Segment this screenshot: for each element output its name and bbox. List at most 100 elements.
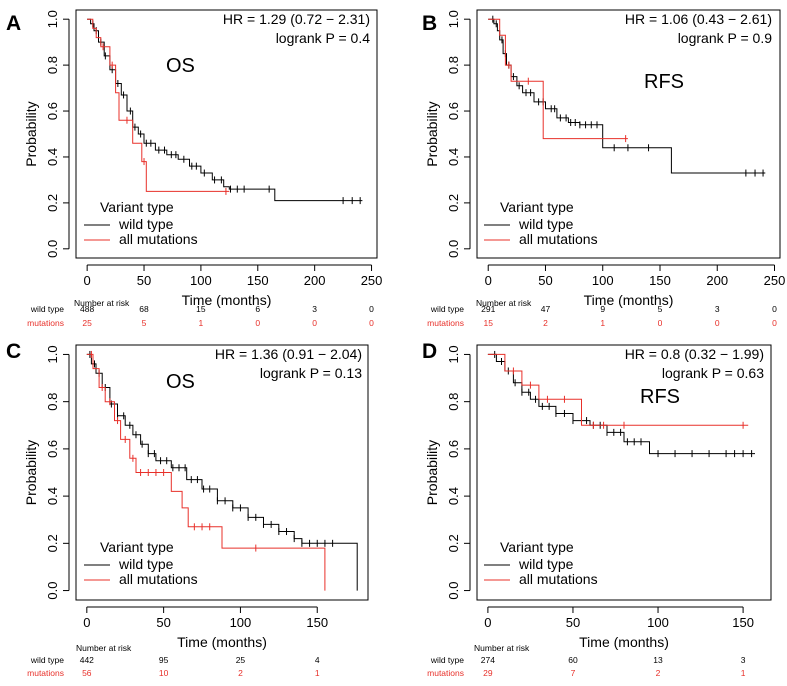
km-curve-all-mutations <box>87 18 230 192</box>
endpoint-label: RFS <box>640 386 680 408</box>
y-tick-label: 0.4 <box>45 487 60 505</box>
risk-value: 4 <box>315 655 320 665</box>
risk-value: 5 <box>658 304 663 314</box>
y-tick-label: 0.0 <box>45 240 60 258</box>
legend-title: Variant type <box>100 539 174 555</box>
risk-value: 488 <box>80 304 94 314</box>
risk-table-header: Number at risk <box>476 298 532 308</box>
y-tick-label: 0.8 <box>446 56 461 74</box>
y-tick-label: 0.6 <box>446 440 461 458</box>
x-tick-label: 100 <box>230 615 252 630</box>
risk-value: 13 <box>653 655 663 665</box>
legend-entry: all mutations <box>119 231 198 247</box>
risk-value: 6 <box>255 304 260 314</box>
legend-title: Variant type <box>500 199 574 215</box>
x-tick-label: 100 <box>592 273 614 288</box>
hazard-ratio-annotation: HR = 1.06 (0.43 − 2.61) <box>625 11 772 27</box>
panel-d: D RFS HR = 0.8 (0.32 − 1.99) logrank P = 0.… <box>422 340 772 678</box>
x-tick-label: 0 <box>83 615 90 630</box>
y-tick-label: 0.2 <box>446 534 461 552</box>
endpoint-label: RFS <box>644 71 684 93</box>
risk-value: 56 <box>82 668 92 678</box>
panel-letter: D <box>422 340 437 363</box>
x-tick-label: 0 <box>484 615 491 630</box>
risk-value: 1 <box>199 318 204 328</box>
risk-value: 60 <box>568 655 578 665</box>
risk-value: 0 <box>772 318 777 328</box>
risk-value: 0 <box>658 318 663 328</box>
risk-row-label: mutations <box>427 668 464 678</box>
risk-table-header: Number at risk <box>74 298 130 308</box>
y-tick-label: 0.2 <box>45 194 60 212</box>
panel-c: C OS HR = 1.36 (0.91 − 2.04) logrank P = 0.… <box>6 340 369 678</box>
y-tick-label: 0.0 <box>45 582 60 600</box>
risk-value: 0 <box>772 304 777 314</box>
legend-entry: all mutations <box>119 571 198 587</box>
panel-b: B RFS HR = 1.06 (0.43 − 2.61) logrank P = 0… <box>422 9 786 328</box>
risk-value: 1 <box>741 668 746 678</box>
legend-title: Variant type <box>500 539 574 555</box>
logrank-p-annotation: logrank P = 0.9 <box>678 30 773 46</box>
x-tick-label: 200 <box>304 273 326 288</box>
x-tick-label: 150 <box>306 615 328 630</box>
hazard-ratio-annotation: HR = 0.8 (0.32 − 1.99) <box>625 346 764 362</box>
risk-row-label: wild type <box>430 655 464 665</box>
panel-letter: A <box>6 12 21 35</box>
risk-value: 29 <box>483 668 493 678</box>
risk-row-label: mutations <box>27 668 64 678</box>
risk-value: 0 <box>715 318 720 328</box>
risk-value: 1 <box>600 318 605 328</box>
legend-entry: all mutations <box>519 571 598 587</box>
x-tick-label: 0 <box>84 273 91 288</box>
km-curve-wild-type <box>86 353 358 591</box>
risk-value: 68 <box>139 304 149 314</box>
x-axis-label: Time (months) <box>177 634 267 650</box>
x-tick-label: 200 <box>706 273 728 288</box>
y-tick-label: 0.4 <box>446 487 461 505</box>
risk-value: 2 <box>238 668 243 678</box>
y-tick-label: 0.2 <box>45 534 60 552</box>
risk-value: 2 <box>543 318 548 328</box>
hazard-ratio-annotation: HR = 1.29 (0.72 − 2.31) <box>223 11 370 27</box>
y-tick-label: 0.8 <box>446 393 461 411</box>
x-tick-label: 50 <box>137 273 151 288</box>
hazard-ratio-annotation: HR = 1.36 (0.91 − 2.04) <box>215 346 362 362</box>
plot-frame <box>476 344 772 601</box>
y-tick-label: 0.6 <box>45 102 60 120</box>
y-axis-label: Probability <box>424 440 440 505</box>
logrank-p-annotation: logrank P = 0.13 <box>260 365 362 381</box>
x-tick-label: 100 <box>190 273 212 288</box>
x-tick-label: 150 <box>649 273 671 288</box>
x-tick-label: 250 <box>764 273 786 288</box>
plot-frame <box>75 344 369 601</box>
risk-value: 442 <box>80 655 94 665</box>
risk-value: 7 <box>571 668 576 678</box>
risk-row-label: mutations <box>27 318 64 328</box>
risk-value: 0 <box>255 318 260 328</box>
logrank-p-annotation: logrank P = 0.63 <box>662 365 764 381</box>
x-axis-label: Time (months) <box>182 292 272 308</box>
legend-title: Variant type <box>100 199 174 215</box>
km-curve-all-mutations <box>488 18 628 140</box>
legend-entry: wild type <box>118 216 174 232</box>
risk-table-header: Number at risk <box>76 643 132 653</box>
risk-value: 3 <box>741 655 746 665</box>
risk-table-header: Number at risk <box>474 643 530 653</box>
x-tick-label: 250 <box>361 273 383 288</box>
risk-value: 0 <box>369 304 374 314</box>
x-axis-label: Time (months) <box>579 634 669 650</box>
risk-row-label: mutations <box>427 318 464 328</box>
risk-value: 274 <box>481 655 495 665</box>
risk-value: 3 <box>715 304 720 314</box>
y-tick-label: 1.0 <box>45 345 60 363</box>
risk-value: 10 <box>159 668 169 678</box>
risk-value: 47 <box>541 304 551 314</box>
x-tick-label: 50 <box>566 615 580 630</box>
y-tick-label: 0.0 <box>446 240 461 258</box>
y-tick-label: 0.4 <box>446 148 461 166</box>
x-tick-label: 150 <box>732 615 754 630</box>
y-tick-label: 1.0 <box>45 10 60 28</box>
panel-letter: C <box>6 340 21 363</box>
y-tick-label: 0.6 <box>446 102 461 120</box>
